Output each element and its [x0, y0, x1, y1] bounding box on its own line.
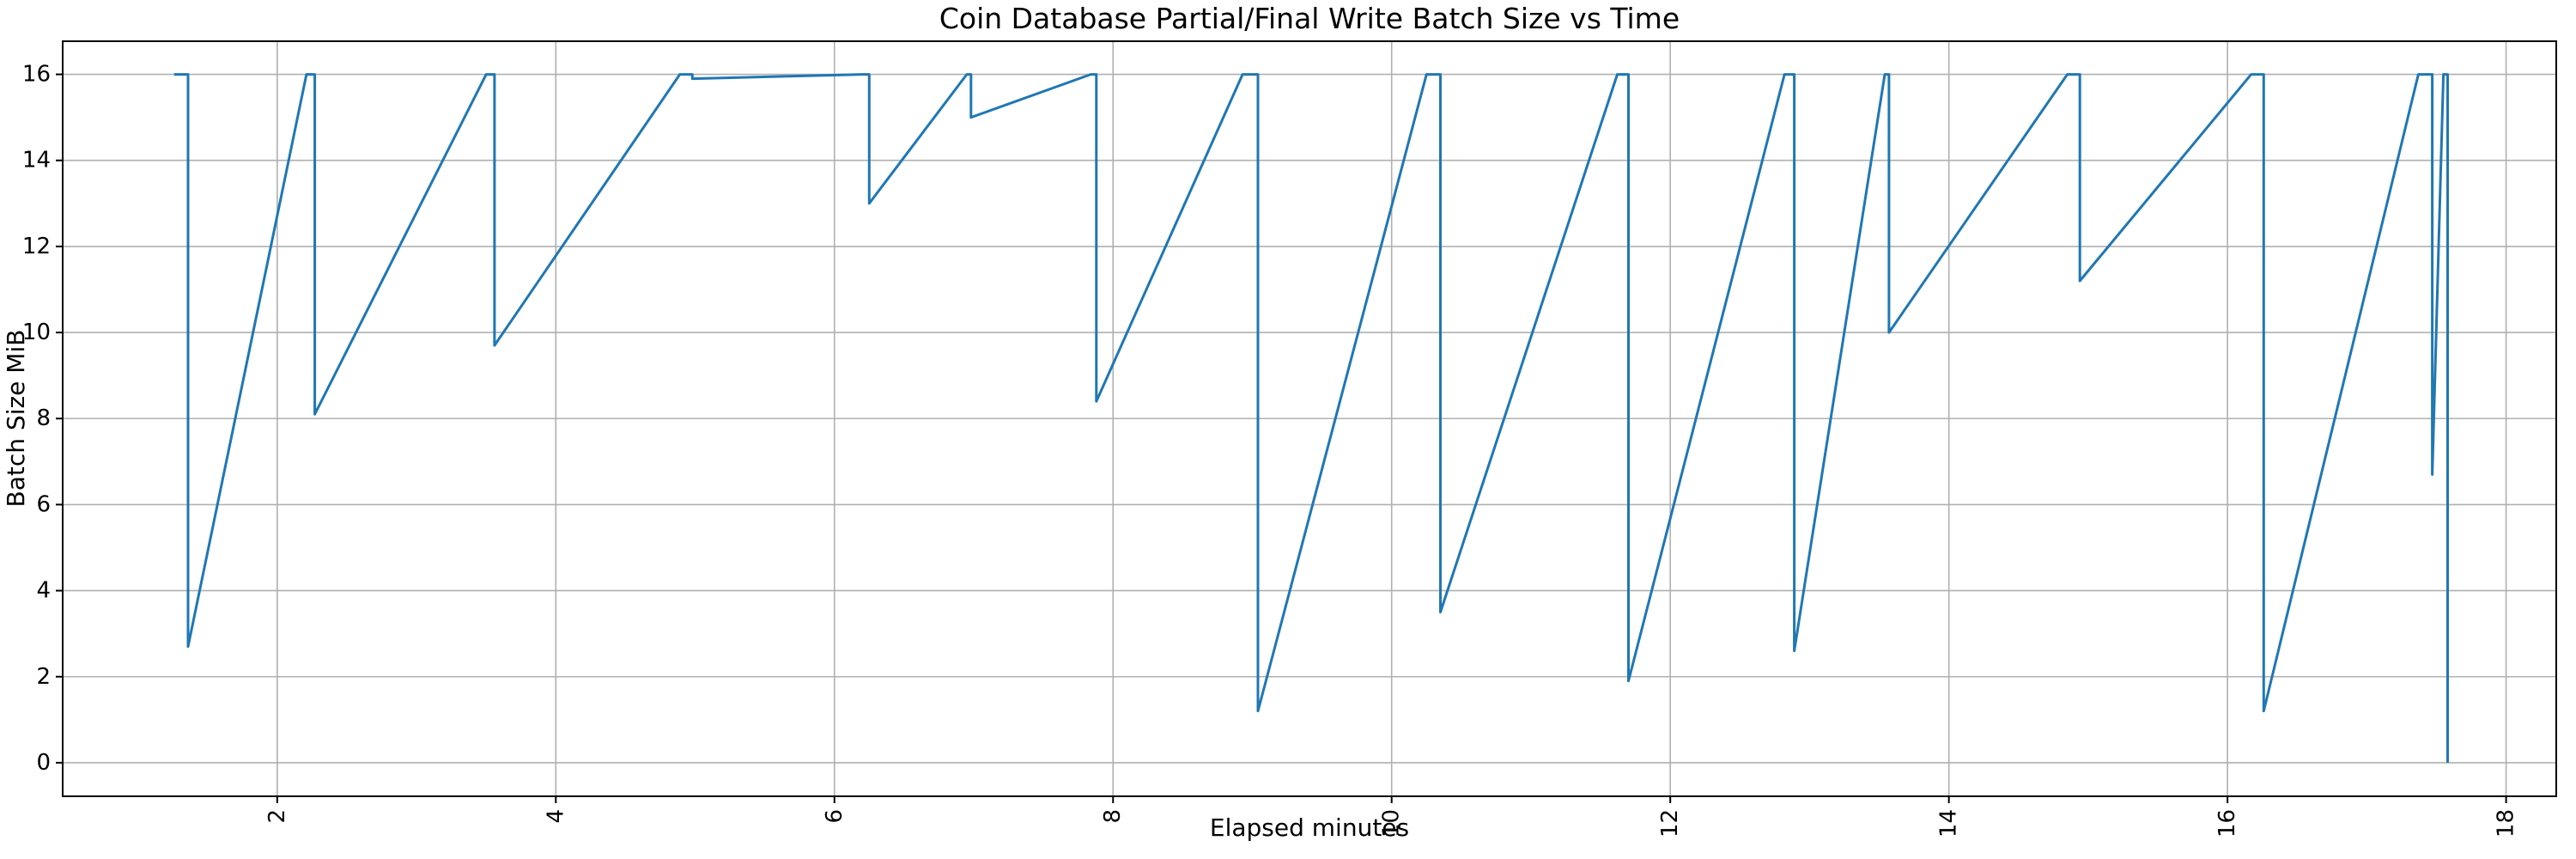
x-tick-label: 6	[822, 809, 848, 824]
batch-size-line	[173, 73, 2449, 763]
grid-layer	[63, 41, 2556, 796]
y-tick-label: 10	[22, 320, 51, 345]
x-tick-label: 10	[1379, 809, 1405, 838]
y-tick-label: 8	[36, 405, 51, 431]
y-tick-label: 12	[22, 234, 51, 259]
chart-title: Coin Database Partial/Final Write Batch …	[939, 2, 1680, 35]
x-tick-label: 4	[543, 809, 568, 824]
x-tick-label: 12	[1657, 809, 1683, 838]
x-tick-label: 8	[1100, 809, 1126, 824]
x-tick-label: 14	[1936, 809, 1962, 838]
y-axis-label: Batch Size MiB	[2, 330, 30, 508]
y-tick-label: 14	[22, 148, 51, 174]
y-tick-label: 4	[36, 578, 51, 604]
y-tick-label: 0	[36, 750, 51, 776]
x-tick-label: 18	[2494, 809, 2519, 838]
axis-layer: 2 4 6 8 10 12 14 16 18 0 2 4 6 8 10 12 14 16	[22, 40, 2557, 838]
y-tick-label: 16	[22, 62, 51, 88]
data-series-layer	[173, 73, 2449, 763]
y-tick-label: 2	[36, 664, 51, 690]
y-tick-label: 6	[36, 491, 51, 517]
x-tick-label: 2	[264, 809, 290, 824]
x-tick-label: 16	[2215, 809, 2240, 838]
x-axis-label: Elapsed minutes	[1210, 813, 1409, 842]
